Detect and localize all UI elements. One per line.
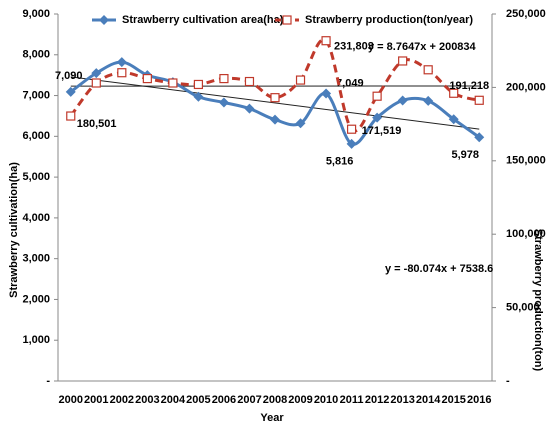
x-tick-label: 2006 (212, 394, 236, 406)
data-point (218, 97, 229, 108)
data-point (244, 103, 255, 114)
legend-label: Strawberry production(ton/year) (305, 14, 473, 26)
data-point (295, 75, 306, 85)
data-point (193, 79, 204, 90)
y-tick-label: 6,000 (22, 130, 50, 142)
series-line (69, 38, 480, 133)
trendline-equation: y = -80.074x + 7538.6 (385, 263, 493, 275)
data-point (398, 56, 408, 66)
y2-tick-label: 100,000 (506, 228, 546, 240)
data-point (66, 111, 76, 121)
x-tick-label: 2011 (340, 394, 364, 406)
data-point (372, 91, 382, 101)
x-tick-label: 2003 (135, 394, 159, 406)
y2-tick-label: 200,000 (506, 81, 546, 93)
x-tick-label: 2001 (84, 394, 108, 406)
data-point (244, 76, 255, 87)
x-tick-label: 2002 (110, 394, 134, 406)
y-tick-label: 8,000 (22, 49, 50, 61)
data-label: 7,090 (55, 70, 83, 82)
data-point (116, 57, 127, 68)
trendline (70, 76, 480, 130)
data-label: 171,519 (362, 125, 402, 137)
y2-tick-label: 50,000 (506, 302, 540, 314)
legend-marker (99, 15, 109, 25)
data-point (219, 73, 229, 84)
y2-tick-label: - (506, 375, 510, 387)
data-point (423, 65, 433, 75)
data-label: 5,816 (326, 156, 354, 168)
x-tick-label: 2005 (186, 394, 210, 406)
data-label: 180,501 (77, 118, 117, 130)
data-label: 7,049 (336, 77, 364, 89)
y-tick-label: - (46, 375, 50, 387)
data-point (193, 91, 204, 102)
data-point (91, 68, 102, 79)
y-tick-label: 2,000 (22, 293, 50, 305)
data-point (295, 118, 306, 129)
data-point (372, 112, 383, 123)
data-point (270, 93, 280, 103)
data-label: 5,978 (451, 149, 479, 161)
data-point (65, 86, 76, 97)
y2-tick-label: 150,000 (506, 155, 546, 167)
x-tick-label: 2010 (314, 394, 338, 406)
x-tick-label: 2009 (288, 394, 312, 406)
data-point (423, 95, 434, 106)
data-point (117, 68, 127, 78)
data-point (91, 78, 101, 88)
y2-axis-title: Strawberry production(ton) (532, 229, 544, 372)
data-point (448, 114, 459, 125)
data-point (474, 95, 484, 105)
y-tick-label: 3,000 (22, 253, 50, 265)
data-point (449, 88, 459, 98)
y-tick-label: 4,000 (22, 212, 50, 224)
data-point (321, 88, 332, 99)
legend-label: Strawberry cultivation area(ha) (122, 14, 284, 26)
x-tick-label: 2007 (237, 394, 261, 406)
y2-tick-label: 250,000 (506, 8, 546, 20)
data-point (474, 132, 485, 143)
data-point (270, 114, 280, 125)
data-label: 231,803 (334, 41, 374, 53)
x-tick-label: 2014 (416, 394, 441, 406)
x-tick-label: 2004 (161, 394, 186, 406)
x-axis-title: Year (260, 412, 284, 424)
data-point (346, 138, 357, 149)
x-tick-label: 2015 (441, 394, 465, 406)
trendline-equation: y = 8.7647x + 200834 (368, 41, 477, 53)
legend-marker (282, 15, 292, 25)
data-point (397, 95, 408, 106)
y-axis-title: Strawberry cultivation(ha) (8, 162, 20, 298)
y-tick-label: 5,000 (22, 171, 50, 183)
x-tick-label: 2016 (467, 394, 491, 406)
x-tick-label: 2008 (263, 394, 287, 406)
y-tick-label: 9,000 (22, 8, 50, 20)
data-label: 191,218 (449, 80, 489, 92)
y-tick-label: 7,000 (22, 89, 50, 101)
y-tick-label: 1,000 (22, 334, 50, 346)
x-tick-label: 2012 (365, 394, 389, 406)
x-tick-label: 2013 (390, 394, 414, 406)
x-tick-label: 2000 (59, 394, 83, 406)
data-point (321, 36, 331, 46)
data-point (168, 78, 178, 88)
data-point (346, 124, 357, 134)
data-point (142, 73, 152, 84)
